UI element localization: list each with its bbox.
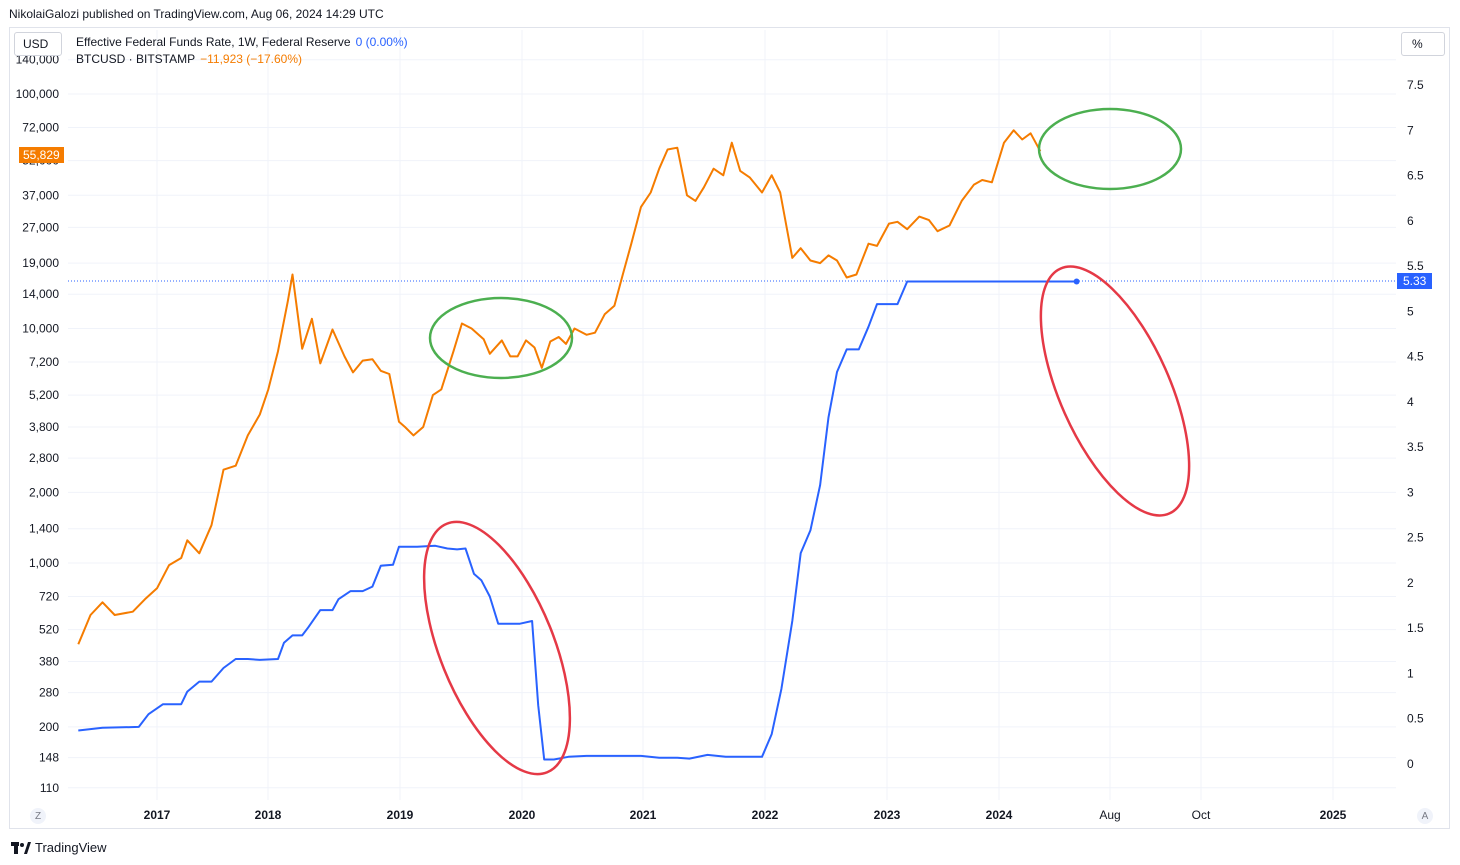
chart-frame bbox=[9, 27, 1450, 829]
right-axis-tick: 0.5 bbox=[1407, 712, 1424, 726]
time-axis-tick: 2017 bbox=[144, 808, 171, 822]
time-axis-tick: 2019 bbox=[387, 808, 414, 822]
publisher-caption: NikolaiGalozi published on TradingView.c… bbox=[9, 7, 384, 21]
left-axis-tick: 280 bbox=[39, 686, 59, 700]
left-axis-tick: 148 bbox=[39, 751, 59, 765]
legend-btc-label: BTCUSD · BITSTAMP bbox=[76, 52, 196, 66]
fed-rate-series-line bbox=[78, 280, 1077, 761]
right-axis-tick: 0 bbox=[1407, 757, 1414, 771]
left-axis-tick: 7,200 bbox=[29, 355, 59, 369]
brand-name: TradingView bbox=[35, 840, 107, 855]
rate-last-point bbox=[1073, 278, 1080, 285]
tradingview-logo-icon bbox=[11, 841, 31, 854]
time-axis-tick: 2024 bbox=[986, 808, 1013, 822]
legend-row-fed-rate[interactable]: Effective Federal Funds Rate, 1W, Federa… bbox=[76, 34, 408, 51]
right-axis-tick: 7 bbox=[1407, 123, 1414, 137]
zoom-reset-button[interactable]: Z bbox=[30, 808, 46, 824]
legend-row-btc[interactable]: BTCUSD · BITSTAMP −11,923 (−17.60%) bbox=[76, 51, 408, 68]
legend-btc-change: −11,923 (−17.60%) bbox=[200, 52, 302, 66]
red-annotation-ellipse-2019 bbox=[422, 520, 572, 776]
time-axis-tick: Aug bbox=[1099, 808, 1120, 822]
time-axis-tick: 2020 bbox=[509, 808, 536, 822]
left-axis-tick: 140,000 bbox=[16, 53, 60, 67]
left-axis: 140,000100,00072,00052,00037,00027,00019… bbox=[16, 53, 60, 795]
left-axis-tick: 1,400 bbox=[29, 522, 59, 536]
time-axis-tick: 2018 bbox=[255, 808, 282, 822]
left-axis-tick: 37,000 bbox=[22, 188, 59, 202]
btc-last-price-badge: 55,829 bbox=[19, 147, 64, 163]
left-axis-tick: 19,000 bbox=[22, 256, 59, 270]
left-axis-tick: 2,000 bbox=[29, 485, 59, 499]
right-axis-tick: 3 bbox=[1407, 485, 1414, 499]
time-axis: 2017 2018 2019 2020 2021 2022 2023 2024 Aug Oct 20… bbox=[144, 808, 1347, 822]
legend-fed-rate-change: 0 (0.00%) bbox=[355, 35, 408, 49]
chart-legend: Effective Federal Funds Rate, 1W, Federa… bbox=[76, 34, 408, 68]
time-axis-tick: Oct bbox=[1192, 808, 1211, 822]
left-axis-tick: 14,000 bbox=[22, 287, 59, 301]
time-axis-tick: 2021 bbox=[630, 808, 657, 822]
left-axis-tick: 100,000 bbox=[16, 87, 60, 101]
green-annotation-circle-2019 bbox=[428, 296, 574, 380]
right-unit-button[interactable]: % bbox=[1401, 32, 1445, 56]
right-axis-tick: 1 bbox=[1407, 666, 1414, 680]
left-axis-tick: 72,000 bbox=[22, 120, 59, 134]
btc-series-line bbox=[77, 129, 1042, 645]
red-annotation-ellipse-2024 bbox=[1039, 265, 1191, 517]
left-axis-tick: 720 bbox=[39, 589, 59, 603]
right-axis: 7.5 7 6.5 6 5.5 5 4.5 4 3.5 3 2.5 2 1.5 1 0.5 0 bbox=[1407, 78, 1424, 771]
left-axis-tick: 2,800 bbox=[29, 451, 59, 465]
right-axis-tick: 5.5 bbox=[1407, 259, 1424, 273]
rate-last-value-badge: 5.33 bbox=[1397, 273, 1433, 289]
right-axis-tick: 5 bbox=[1407, 304, 1414, 318]
left-axis-tick: 27,000 bbox=[22, 220, 59, 234]
tradingview-brand[interactable]: TradingView bbox=[11, 840, 107, 855]
left-axis-tick: 3,800 bbox=[29, 420, 59, 434]
left-currency-button[interactable]: USD bbox=[14, 32, 62, 56]
left-axis-tick: 1,000 bbox=[29, 556, 59, 570]
right-axis-tick: 6.5 bbox=[1407, 169, 1424, 183]
right-axis-tick: 4.5 bbox=[1407, 350, 1424, 364]
left-axis-tick: 5,200 bbox=[29, 388, 59, 402]
right-axis-tick: 6 bbox=[1407, 214, 1414, 228]
left-axis-tick: 200 bbox=[39, 720, 59, 734]
right-axis-tick: 2 bbox=[1407, 576, 1414, 590]
time-axis-tick: 2022 bbox=[752, 808, 779, 822]
left-axis-tick: 520 bbox=[39, 623, 59, 637]
right-axis-tick: 7.5 bbox=[1407, 78, 1424, 92]
auto-scale-button[interactable]: A bbox=[1417, 808, 1433, 824]
right-axis-tick: 4 bbox=[1407, 395, 1414, 409]
time-axis-tick: 2023 bbox=[874, 808, 901, 822]
right-axis-tick: 1.5 bbox=[1407, 621, 1424, 635]
green-annotation-circle-2024 bbox=[1037, 107, 1183, 191]
time-axis-tick: 2025 bbox=[1320, 808, 1347, 822]
left-axis-tick: 10,000 bbox=[22, 322, 59, 336]
left-axis-tick: 380 bbox=[39, 655, 59, 669]
legend-fed-rate-label: Effective Federal Funds Rate, 1W, Federa… bbox=[76, 35, 351, 49]
left-axis-tick: 110 bbox=[40, 781, 59, 795]
right-axis-tick: 3.5 bbox=[1407, 440, 1424, 454]
right-axis-tick: 2.5 bbox=[1407, 531, 1424, 545]
